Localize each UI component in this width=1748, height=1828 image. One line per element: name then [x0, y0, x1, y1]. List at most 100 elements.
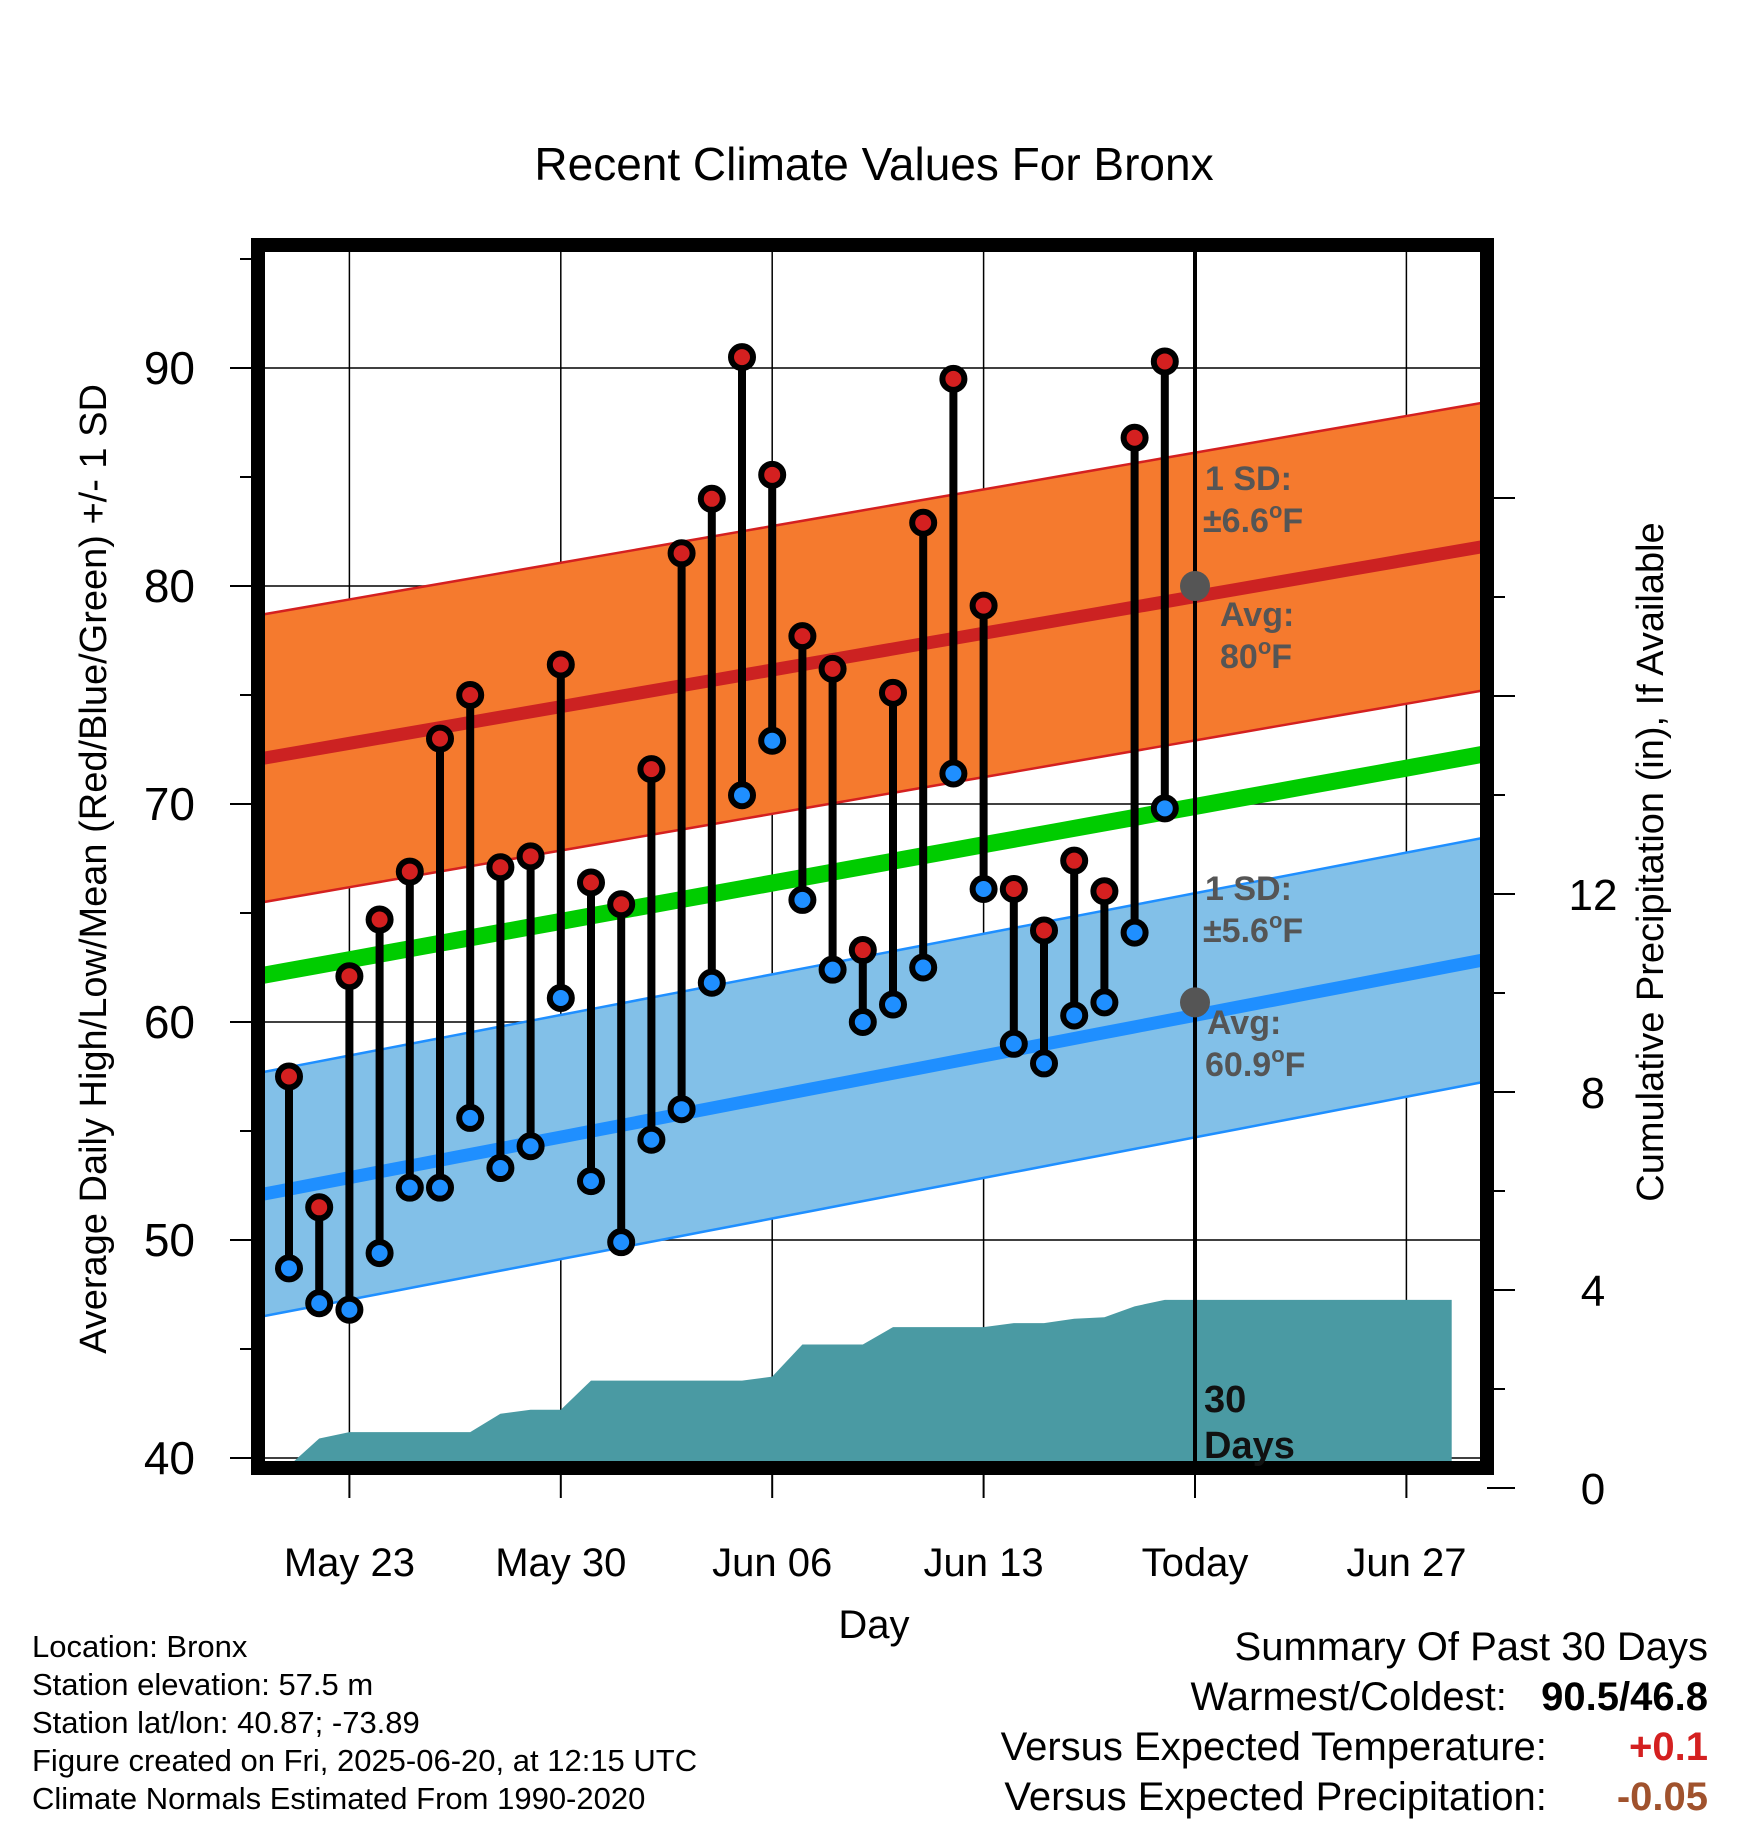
daily-low-marker: [1060, 1001, 1089, 1030]
chart-title: Recent Climate Values For Bronx: [534, 138, 1213, 190]
daily-low-marker: [637, 1125, 666, 1154]
info-elevation: Station elevation: 57.5 m: [32, 1667, 374, 1702]
y2-tick-label: 4: [1581, 1267, 1605, 1316]
x-tick-label: May 23: [284, 1541, 415, 1585]
avg-high-line: [258, 539, 1487, 766]
temp-label: Versus Expected Temperature:: [1000, 1725, 1547, 1769]
daily-low-marker: [1120, 918, 1149, 947]
daily-low-marker: [456, 1103, 485, 1132]
y-tick-label: 90: [144, 342, 195, 394]
precip-label: Versus Expected Precipitation:: [1004, 1775, 1547, 1819]
daily-high-marker: [1060, 846, 1089, 875]
y-axis-label: Average Daily High/Low/Mean (Red/Blue/Gr…: [73, 384, 115, 1354]
high-sd-upper-edge: [258, 400, 1487, 617]
temp-value: +0.1: [1629, 1725, 1708, 1769]
daily-low-marker: [999, 1029, 1028, 1058]
info-created: Figure created on Fri, 2025-06-20, at 12…: [32, 1743, 698, 1778]
daily-low-marker: [577, 1167, 605, 1196]
daily-high-marker: [1030, 916, 1058, 945]
daily-high-marker: [728, 343, 756, 372]
daily-low-marker: [335, 1295, 364, 1324]
y-tick-label: 80: [144, 560, 195, 612]
daily-high-marker: [305, 1193, 334, 1222]
summary-heading: Summary Of Past 30 Days: [1234, 1625, 1708, 1669]
info-normals: Climate Normals Estimated From 1990-2020: [32, 1781, 646, 1816]
daily-low-marker: [1030, 1049, 1058, 1078]
daily-low-marker: [365, 1239, 394, 1268]
daily-low-marker: [818, 955, 847, 984]
daily-high-marker: [999, 875, 1028, 904]
precipitation-fill: [285, 1299, 1452, 1468]
today-days-label-line1: 30: [1204, 1379, 1246, 1421]
info-location: Location: Bronx: [32, 1629, 248, 1664]
warm-cold-label: Warmest/Coldest:: [1190, 1675, 1507, 1719]
y-tick-label: 50: [144, 1214, 195, 1266]
daily-low-marker: [728, 781, 756, 810]
x-axis-label: Day: [838, 1603, 909, 1647]
high-avg-label: Avg:: [1220, 596, 1294, 634]
daily-high-marker: [818, 654, 847, 683]
daily-high-marker: [939, 364, 968, 393]
high-sd-label: 1 SD:: [1205, 460, 1292, 498]
high-sd-value: ±6.6oF: [1203, 498, 1303, 540]
daily-low-marker: [546, 984, 575, 1013]
daily-high-marker: [335, 962, 364, 991]
daily-low-marker: [395, 1173, 424, 1202]
y-tick-label: 60: [144, 996, 195, 1048]
plot-frame: [251, 238, 1494, 1475]
daily-high-marker: [577, 868, 605, 897]
today-days-label: 30 Days: [1204, 1379, 1295, 1467]
daily-high-marker: [909, 508, 938, 537]
daily-low-marker: [275, 1254, 303, 1283]
today-marker: [1180, 245, 1210, 1468]
daily-low-marker: [607, 1228, 636, 1257]
daily-low-marker: [697, 968, 726, 997]
daily-low-marker: [879, 990, 907, 1019]
daily-high-marker: [969, 591, 998, 620]
x-tick-label: May 30: [495, 1541, 626, 1585]
low-band-annotations: 1 SD: ±5.6oF Avg: 60.9oF: [1203, 870, 1305, 1084]
daily-low-marker: [426, 1173, 454, 1202]
low-sd-label: 1 SD:: [1205, 870, 1292, 908]
x-tick-label: Jun 27: [1346, 1541, 1466, 1585]
low-avg-value: 60.9oF: [1205, 1042, 1305, 1084]
plot-area: [258, 245, 1487, 1468]
high-band-annotations: 1 SD: ±6.6oF Avg: 80oF: [1203, 460, 1303, 676]
daily-high-marker: [456, 681, 485, 709]
daily-low-marker: [758, 726, 787, 755]
daily-high-marker: [788, 622, 817, 651]
daily-low-marker: [486, 1154, 515, 1183]
daily-high-marker: [275, 1062, 303, 1091]
daily-low-marker: [969, 875, 998, 904]
mean-line: [258, 744, 1487, 985]
precip-value: -0.05: [1616, 1775, 1708, 1819]
summary-warm-cold: Warmest/Coldest: 90.5/46.8: [1001, 1672, 1709, 1722]
daily-high-marker: [637, 755, 666, 784]
daily-low-marker: [1150, 794, 1179, 823]
y2-tick-label: 12: [1569, 871, 1618, 920]
daily-low-marker: [788, 885, 817, 914]
y2-axis-label: Cumulative Precipitation (in), If Availa…: [1630, 522, 1672, 1201]
daily-low-marker: [305, 1289, 334, 1318]
axes: 40 50 60 70 80 90 0 4 8 12 May 23 May 30 Jun 06 Jun 1…: [144, 258, 1618, 1585]
daily-high-marker: [1150, 347, 1179, 376]
daily-high-marker: [607, 890, 636, 919]
x-tick-label: Jun 06: [712, 1541, 832, 1585]
daily-low-marker: [939, 759, 968, 788]
daily-low-marker: [516, 1132, 545, 1161]
daily-high-marker: [758, 460, 787, 489]
avg-low-line: [258, 952, 1487, 1202]
x-tick-label: Jun 13: [924, 1541, 1044, 1585]
y-tick-label: 70: [144, 778, 195, 830]
x-tick-label: Today: [1142, 1541, 1249, 1585]
daily-high-marker: [1090, 877, 1119, 906]
daily-high-marker: [546, 650, 575, 679]
summary-precipitation: Versus Expected Precipitation: -0.05: [1001, 1772, 1708, 1822]
high-sd-lower-edge: [258, 688, 1487, 905]
daily-low-marker: [848, 1008, 877, 1036]
daily-high-marker: [516, 842, 545, 871]
y2-tick-label: 8: [1581, 1069, 1605, 1118]
normal-bands: [258, 400, 1487, 1319]
low-sd-upper-edge: [258, 835, 1487, 1075]
